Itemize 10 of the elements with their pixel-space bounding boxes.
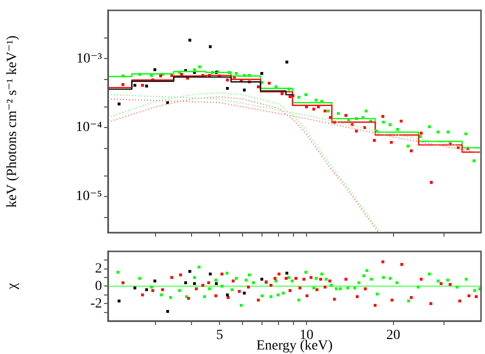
y-axis-title: keV (Photons cm⁻² s⁻¹ keV⁻¹) [5,35,20,208]
y-tick-label: 10⁻³ [76,51,102,66]
y-tick-label: 10⁻⁴ [76,120,102,136]
y-axis-title: χ [5,282,20,290]
y-tick-label: -2 [90,296,102,312]
y-tick-label: 0 [95,278,102,294]
x-tick-label: 20 [386,328,400,344]
y-tick-label: 10⁻⁵ [76,189,102,204]
x-tick-label: 5 [216,328,224,344]
y-tick-label: 2 [95,261,102,276]
